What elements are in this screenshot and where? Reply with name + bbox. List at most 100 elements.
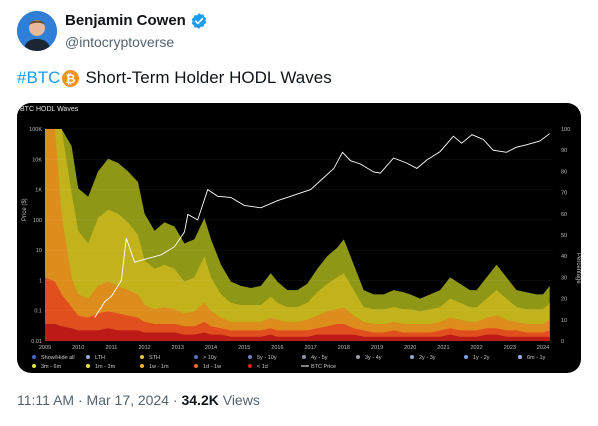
y-left-tick-label: 10 [36,248,42,254]
btc-price-line [94,133,550,318]
legend-label: BTC Price [311,364,336,370]
hashtag-link[interactable]: #BTC [17,68,61,87]
legend-label: Show/Hide all [41,355,75,361]
legend-label: STH [149,355,160,361]
y-right-tick-label: 0 [561,339,564,345]
x-tick-label: 2010 [72,345,84,351]
y-left-tick-label: 0.1 [34,309,42,315]
legend-swatch [86,355,90,359]
author-name-row[interactable]: Benjamin Cowen [65,12,208,30]
legend-item[interactable]: > 10y [194,355,217,361]
legend-label: 4y - 5y [311,355,328,361]
legend-swatch [86,364,90,368]
legend-label: 1w - 1m [149,364,169,370]
views-label: Views [222,392,260,408]
legend-item[interactable]: 1y - 2y [464,355,490,361]
hodl-waves-chart: BTC HODL Waves Price ($) Percentage 100K… [20,106,581,370]
wave-band-1 [45,129,550,341]
legend-item[interactable]: 3m - 6m [32,364,62,370]
chart-title: BTC HODL Waves [20,106,79,113]
legend-label: 1d - 1w [203,364,221,370]
legend-swatch [194,355,198,359]
legend-swatch [410,355,414,359]
legend-label: 3m - 6m [41,364,62,370]
verified-badge-icon [190,12,208,30]
y-right-tick-label: 80 [561,169,567,175]
y-right-tick-label: 60 [561,212,567,218]
y-right-tick-label: 40 [561,254,567,260]
legend-label: < 1d [257,364,268,370]
y-right-tick-label: 20 [561,297,567,303]
x-tick-label: 2013 [172,345,184,351]
avatar[interactable] [17,11,57,51]
legend-swatch [140,364,144,368]
legend-swatch [356,355,360,359]
chart-image[interactable]: BTC HODL Waves Price ($) Percentage 100K… [17,103,581,373]
y-right-tick-label: 30 [561,275,567,281]
legend-item[interactable]: STH [140,355,160,361]
y-left-tick-label: 0.01 [31,339,42,345]
tweet-meta: 11:11 AM · Mar 17, 2024 · 34.2K Views [17,391,260,409]
legend-swatch [32,364,36,368]
separator: · [172,392,178,408]
legend-item[interactable]: BTC Price [301,364,336,370]
y-axis-left-label: Price ($) [22,198,28,221]
wave-band-4 [45,324,550,341]
x-tick-label: 2019 [371,345,383,351]
views-count: 34.2K [181,392,219,408]
author-name[interactable]: Benjamin Cowen [65,12,186,29]
x-tick-label: 2014 [205,345,217,351]
y-left-tick-label: 100 [33,218,42,224]
y-axis-right-label: Percentage [575,253,581,284]
legend-label: 1y - 2y [473,355,490,361]
y-right-tick-label: 50 [561,233,567,239]
legend-item[interactable]: 2y - 3y [410,355,436,361]
legend-item[interactable]: 5y - 10y [248,355,277,361]
y-left-tick-label: 1 [39,278,42,284]
legend-label: 2y - 3y [419,355,436,361]
svg-text:₿: ₿ [66,71,76,85]
legend-label: > 10y [203,355,217,361]
legend-swatch [248,364,252,368]
legend-label: 3y - 4y [365,355,382,361]
y-right-tick-label: 70 [561,191,567,197]
y-left-tick-label: 100K [29,127,42,133]
legend-swatch [302,355,306,359]
bitcoin-icon: ₿ [62,69,80,87]
x-tick-label: 2022 [471,345,483,351]
legend-item[interactable]: < 1d [248,364,268,370]
wave-band-3 [45,277,550,341]
separator: · [77,392,83,408]
author-handle[interactable]: @intocryptoverse [65,34,175,50]
y-left-tick-label: 10K [32,157,42,163]
legend-swatch [194,364,198,368]
legend-swatch [140,355,144,359]
legend-swatch [248,355,252,359]
legend-swatch [32,355,36,359]
x-tick-label: 2024 [537,345,549,351]
legend-item[interactable]: 4y - 5y [302,355,328,361]
tweet-date[interactable]: Mar 17, 2024 [86,392,170,408]
legend-swatch [518,355,522,359]
legend-swatch [464,355,468,359]
x-tick-label: 2012 [138,345,150,351]
x-tick-label: 2011 [105,345,117,351]
y-right-tick-label: 10 [561,318,567,324]
legend-label: 6m - 1y [527,355,546,361]
x-tick-label: 2015 [238,345,250,351]
x-tick-label: 2018 [338,345,350,351]
y-right-tick-label: 90 [561,148,567,154]
tweet-time[interactable]: 11:11 AM [17,392,75,408]
legend-item[interactable]: LTH [86,355,105,361]
legend-item[interactable]: 1w - 1m [140,364,169,370]
legend-item[interactable]: 1m - 3m [86,364,116,370]
legend-item[interactable]: 1d - 1w [194,364,221,370]
tweet-text: #BTC ₿ Short-Term Holder HODL Waves [17,67,332,89]
tweet-body: Short-Term Holder HODL Waves [85,68,332,87]
x-tick-label: 2023 [504,345,516,351]
legend-item[interactable]: Show/Hide all [32,355,75,361]
legend-item[interactable]: 6m - 1y [518,355,546,361]
x-tick-label: 2020 [404,345,416,351]
legend-item[interactable]: 3y - 4y [356,355,382,361]
legend-label: 1m - 3m [95,364,116,370]
